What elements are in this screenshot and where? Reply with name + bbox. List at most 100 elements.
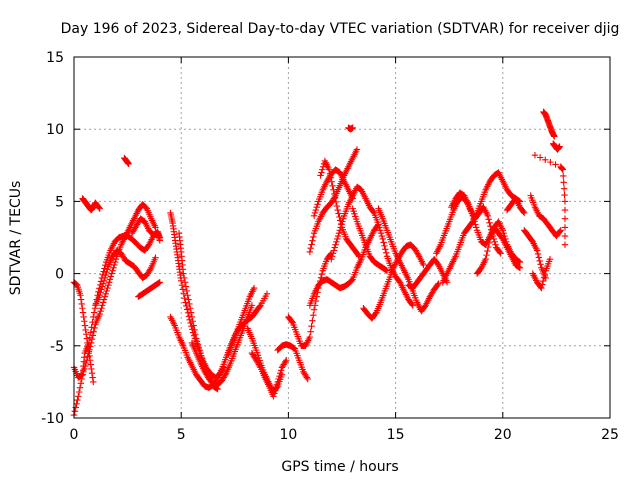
data-point — [179, 286, 187, 293]
data-point — [470, 215, 477, 222]
series-track-p — [274, 341, 311, 383]
data-point — [330, 186, 337, 194]
data-point — [103, 268, 110, 276]
data-point — [552, 161, 559, 168]
data-point — [191, 326, 198, 334]
series-track-t — [310, 166, 356, 220]
series-track-al — [531, 151, 569, 248]
data-point — [273, 381, 281, 388]
data-point — [560, 185, 568, 192]
data-point — [100, 268, 107, 275]
data-point — [147, 266, 154, 273]
data-point — [91, 324, 98, 332]
data-point — [375, 221, 382, 228]
series-track-v — [328, 183, 416, 309]
data-point — [539, 277, 547, 285]
data-point — [178, 281, 186, 289]
data-point — [331, 244, 338, 251]
data-point — [560, 172, 567, 180]
data-point — [547, 158, 554, 166]
data-point — [496, 249, 503, 256]
data-point — [339, 218, 346, 225]
data-point — [535, 254, 543, 261]
data-point — [380, 239, 387, 246]
data-point — [435, 280, 442, 287]
data-point — [306, 248, 314, 256]
data-point — [81, 365, 88, 373]
data-point — [90, 309, 98, 316]
data-point — [82, 326, 89, 334]
data-point — [492, 241, 499, 248]
y-tick-label: -5 — [50, 339, 64, 355]
data-point — [376, 227, 384, 234]
data-point — [331, 194, 339, 202]
data-point — [486, 219, 493, 226]
data-point — [187, 305, 194, 312]
series-track-l — [188, 302, 256, 388]
data-point — [378, 232, 386, 240]
data-point — [333, 202, 341, 210]
data-point — [193, 338, 201, 345]
data-point — [561, 232, 569, 240]
data-point — [182, 299, 189, 306]
data-point — [112, 255, 120, 263]
data-point — [186, 300, 193, 308]
data-point — [277, 367, 285, 374]
data-point — [97, 307, 104, 315]
data-point — [485, 216, 492, 223]
data-point — [355, 253, 363, 260]
data-point — [336, 213, 343, 221]
data-point — [81, 322, 89, 329]
data-point — [520, 208, 527, 215]
series-track-o — [248, 349, 290, 400]
data-point — [88, 324, 95, 331]
data-point — [77, 380, 85, 387]
data-point — [193, 335, 200, 342]
series-track-q — [285, 250, 335, 349]
data-point — [561, 198, 569, 205]
data-point — [272, 384, 280, 391]
data-point — [80, 313, 87, 321]
data-point — [98, 305, 105, 312]
y-axis-label: SDTVAR / TECUs — [8, 181, 24, 296]
data-point — [328, 255, 335, 263]
data-point — [329, 250, 337, 257]
y-tick-labels: -10 -5 0 5 10 15 — [41, 50, 64, 427]
data-point — [271, 387, 279, 394]
data-point — [491, 238, 498, 246]
data-point — [304, 375, 311, 383]
data-point — [256, 362, 263, 370]
x-tick-labels: 0 5 10 15 20 25 — [70, 427, 619, 443]
data-point — [178, 277, 185, 285]
data-point — [336, 227, 344, 234]
data-point — [111, 261, 118, 269]
data-point — [314, 201, 321, 208]
data-point — [537, 261, 544, 268]
data-point — [308, 241, 315, 248]
data-point — [306, 333, 314, 341]
data-point — [334, 206, 341, 214]
series-track-c — [70, 279, 97, 386]
series-track-ai — [529, 255, 554, 292]
data-point — [104, 266, 111, 273]
data-point — [325, 166, 333, 173]
data-point — [536, 154, 544, 161]
data-point — [196, 346, 203, 354]
data-point — [561, 206, 569, 214]
data-point — [184, 292, 191, 299]
data-point — [307, 244, 314, 252]
data-point — [188, 313, 196, 321]
data-point — [334, 232, 342, 240]
series-track-w — [345, 124, 356, 133]
data-point — [187, 309, 195, 316]
data-point — [434, 281, 441, 289]
series-track-x — [349, 205, 391, 274]
data-point — [355, 251, 362, 259]
data-point — [559, 166, 567, 173]
data-point — [408, 301, 416, 308]
data-point — [88, 370, 96, 377]
data-point — [317, 172, 324, 179]
data-point — [77, 292, 84, 299]
data-point — [337, 224, 344, 231]
